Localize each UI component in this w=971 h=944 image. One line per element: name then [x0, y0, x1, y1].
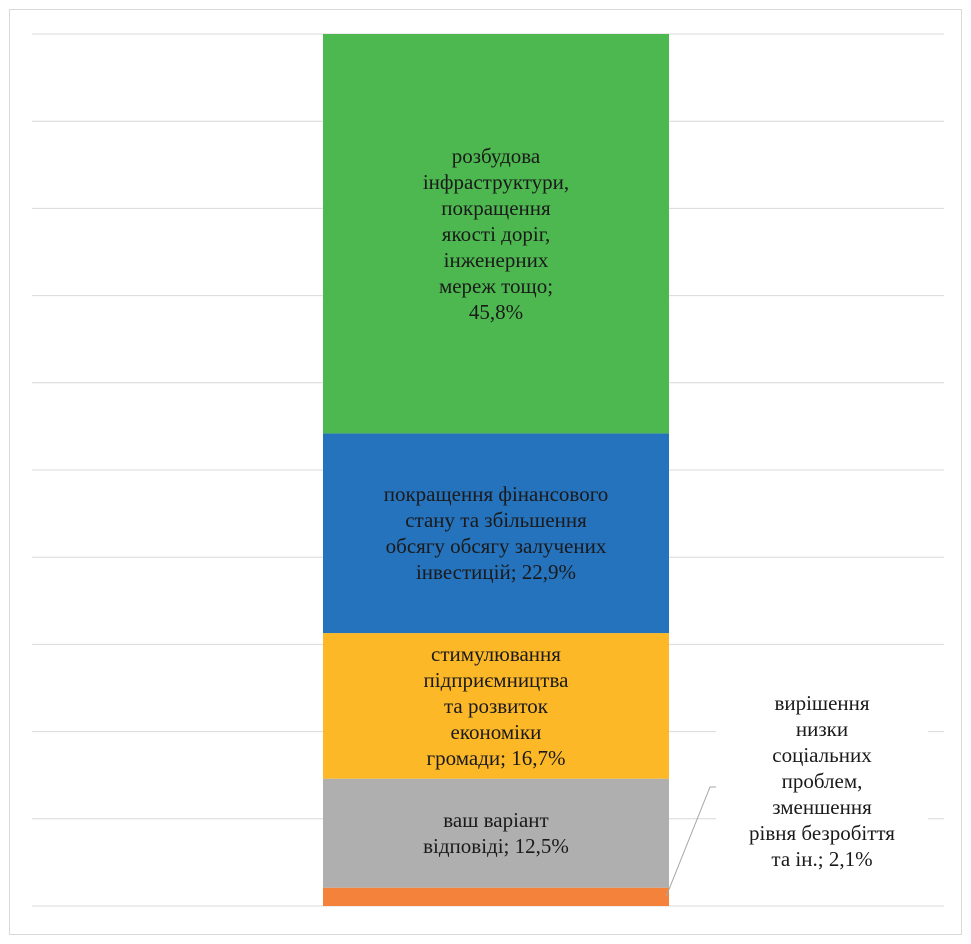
segment-label-entrepreneurship: стимулювання підприємництва та розвиток …	[423, 641, 569, 770]
bar-segment-entrepreneurship	[323, 633, 669, 779]
bar-segment-social-problems	[323, 887, 669, 906]
chart-frame: розбудова інфраструктури, покращення яко…	[9, 9, 962, 935]
stacked-bar-chart	[32, 33, 944, 907]
bar-segment-infrastructure	[323, 34, 669, 434]
bar-segment-own-answer	[323, 778, 669, 888]
bar-segment-finance	[323, 433, 669, 634]
segment-label-finance: покращення фінансового стану та збільшен…	[383, 482, 609, 585]
segment-label-social-problems: вирішення низки соціальних проблем, змен…	[716, 690, 928, 872]
segment-label-infrastructure: розбудова інфраструктури, покращення яко…	[422, 143, 570, 324]
segment-label-own-answer: ваш варіант відповіді; 12,5%	[423, 808, 569, 859]
callout-leader-line	[665, 786, 716, 898]
